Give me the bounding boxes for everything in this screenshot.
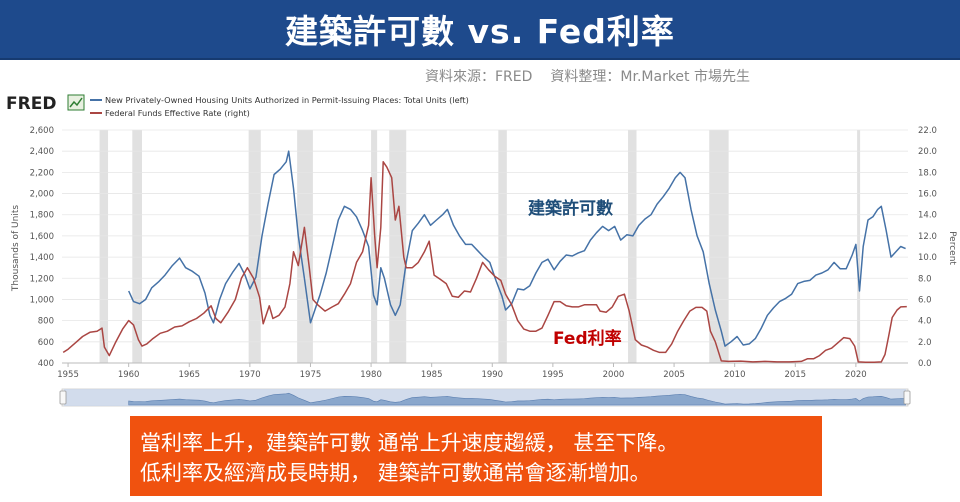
y-left-tick-label: 1,600 [30, 232, 54, 242]
compiled-by-text: 資料整理：Mr.Market 市場先生 [550, 69, 750, 85]
x-tick-label: 1965 [178, 370, 200, 380]
x-tick-label: 1995 [542, 370, 564, 380]
x-tick-label: 1975 [300, 370, 322, 380]
fred-logo-mark [67, 94, 85, 111]
gridlines [62, 129, 908, 364]
y-left-tick-label: 1,400 [30, 253, 54, 263]
series-lines [62, 150, 907, 363]
y-left-tick-labels: 400 600 800 1,000 1,200 1,400 1,600 1,800 2,000 2… [30, 126, 54, 369]
x-tick-label: 2015 [784, 370, 806, 380]
recession-band-9 [857, 130, 861, 363]
source-credit: 資料來源：FRED 資料整理：Mr.Market 市場先生 [425, 66, 750, 86]
y-left-tick-label: 2,600 [30, 126, 54, 136]
x-tick-label: 1960 [118, 370, 140, 380]
y-left-tick-label: 1,800 [30, 211, 54, 221]
recession-band-4 [371, 130, 378, 363]
navigator-handle-right[interactable] [903, 390, 911, 405]
y-left-tick-label: 800 [38, 317, 54, 327]
y-left-tick-label: 2,200 [30, 168, 54, 178]
legend-label-fedfunds: Federal Funds Effective Rate (right) [105, 108, 250, 118]
y-left-tick-label: 600 [38, 338, 54, 348]
y-right-tick-label: 8.0 [918, 274, 932, 284]
y-left-tick-label: 1,200 [30, 274, 54, 284]
recession-band-3 [297, 130, 313, 363]
y-right-tick-label: 2.0 [918, 338, 932, 348]
data-source-text: 資料來源：FRED [425, 69, 533, 85]
takeaway-box: 當利率上升，建築許可數 通常上升速度趨緩， 甚至下降。 低利率及經濟成長時期， … [130, 416, 822, 496]
x-tick-labels: 1955 1960 1965 1970 1975 1980 1985 1990 1995 2000… [57, 363, 867, 380]
y-left-tick-label: 2,000 [30, 190, 54, 200]
permits-line [128, 150, 906, 347]
title-bar: 建築許可數 vs. Fed利率 [0, 0, 960, 60]
fred-chart: FRED New Privately-Owned Housing Units A… [6, 94, 957, 407]
range-navigator[interactable] [59, 388, 911, 407]
y-right-tick-label: 4.0 [918, 317, 932, 327]
recession-band-8 [709, 130, 729, 363]
y-right-tick-label: 14.0 [918, 211, 937, 221]
x-tick-label: 1990 [481, 370, 503, 380]
takeaway-line-2: 低利率及經濟成長時期， 建築許可數通常會逐漸增加。 [140, 461, 651, 485]
legend: New Privately-Owned Housing Units Author… [90, 95, 469, 118]
y-left-tick-label: 2,400 [30, 147, 54, 157]
chart-panel: FRED New Privately-Owned Housing Units A… [0, 86, 960, 412]
recession-bands [99, 130, 861, 363]
x-tick-label: 1970 [239, 370, 261, 380]
annotation-fedfunds: Fed利率 [553, 328, 622, 349]
y-left-tick-label: 1,000 [30, 295, 54, 305]
x-tick-label: 2020 [845, 370, 867, 380]
recession-band-0 [99, 130, 109, 363]
y-right-tick-label: 16.0 [918, 190, 937, 200]
recession-band-7 [628, 130, 637, 363]
navigator-handle-left[interactable] [59, 390, 67, 405]
recession-band-5 [389, 130, 407, 363]
y-left-axis-title: Thousands of Units [11, 205, 21, 292]
x-tick-label: 1985 [421, 370, 443, 380]
y-right-tick-label: 18.0 [918, 168, 937, 178]
x-tick-label: 1955 [57, 370, 79, 380]
x-tick-label: 2010 [724, 370, 746, 380]
y-right-tick-label: 10.0 [918, 253, 937, 263]
recession-band-6 [498, 130, 507, 363]
y-right-axis-title: Percent [947, 231, 957, 265]
takeaway-line-1: 當利率上升，建築許可數 通常上升速度趨緩， 甚至下降。 [140, 431, 679, 455]
page-title: 建築許可數 vs. Fed利率 [285, 12, 675, 51]
recession-band-2 [248, 130, 261, 363]
fred-logo: FRED [6, 94, 56, 114]
y-left-tick-label: 400 [38, 359, 54, 369]
y-right-tick-label: 0.0 [918, 359, 932, 369]
x-tick-label: 2000 [603, 370, 625, 380]
fedfunds-line [62, 161, 907, 363]
annotation-permits: 建築許可數 [528, 198, 613, 219]
y-right-tick-label: 20.0 [918, 147, 937, 157]
y-right-tick-label: 6.0 [918, 295, 932, 305]
y-right-tick-label: 22.0 [918, 126, 937, 136]
x-tick-label: 2005 [663, 370, 685, 380]
y-right-tick-label: 12.0 [918, 232, 937, 242]
y-right-tick-labels: 0.0 2.0 4.0 6.0 8.0 10.0 12.0 14.0 16.0 18.0 20.0 2… [918, 126, 937, 369]
legend-label-permits: New Privately-Owned Housing Units Author… [105, 95, 469, 105]
navigator-area [128, 392, 906, 406]
recession-band-1 [132, 130, 142, 363]
x-tick-label: 1980 [360, 370, 382, 380]
